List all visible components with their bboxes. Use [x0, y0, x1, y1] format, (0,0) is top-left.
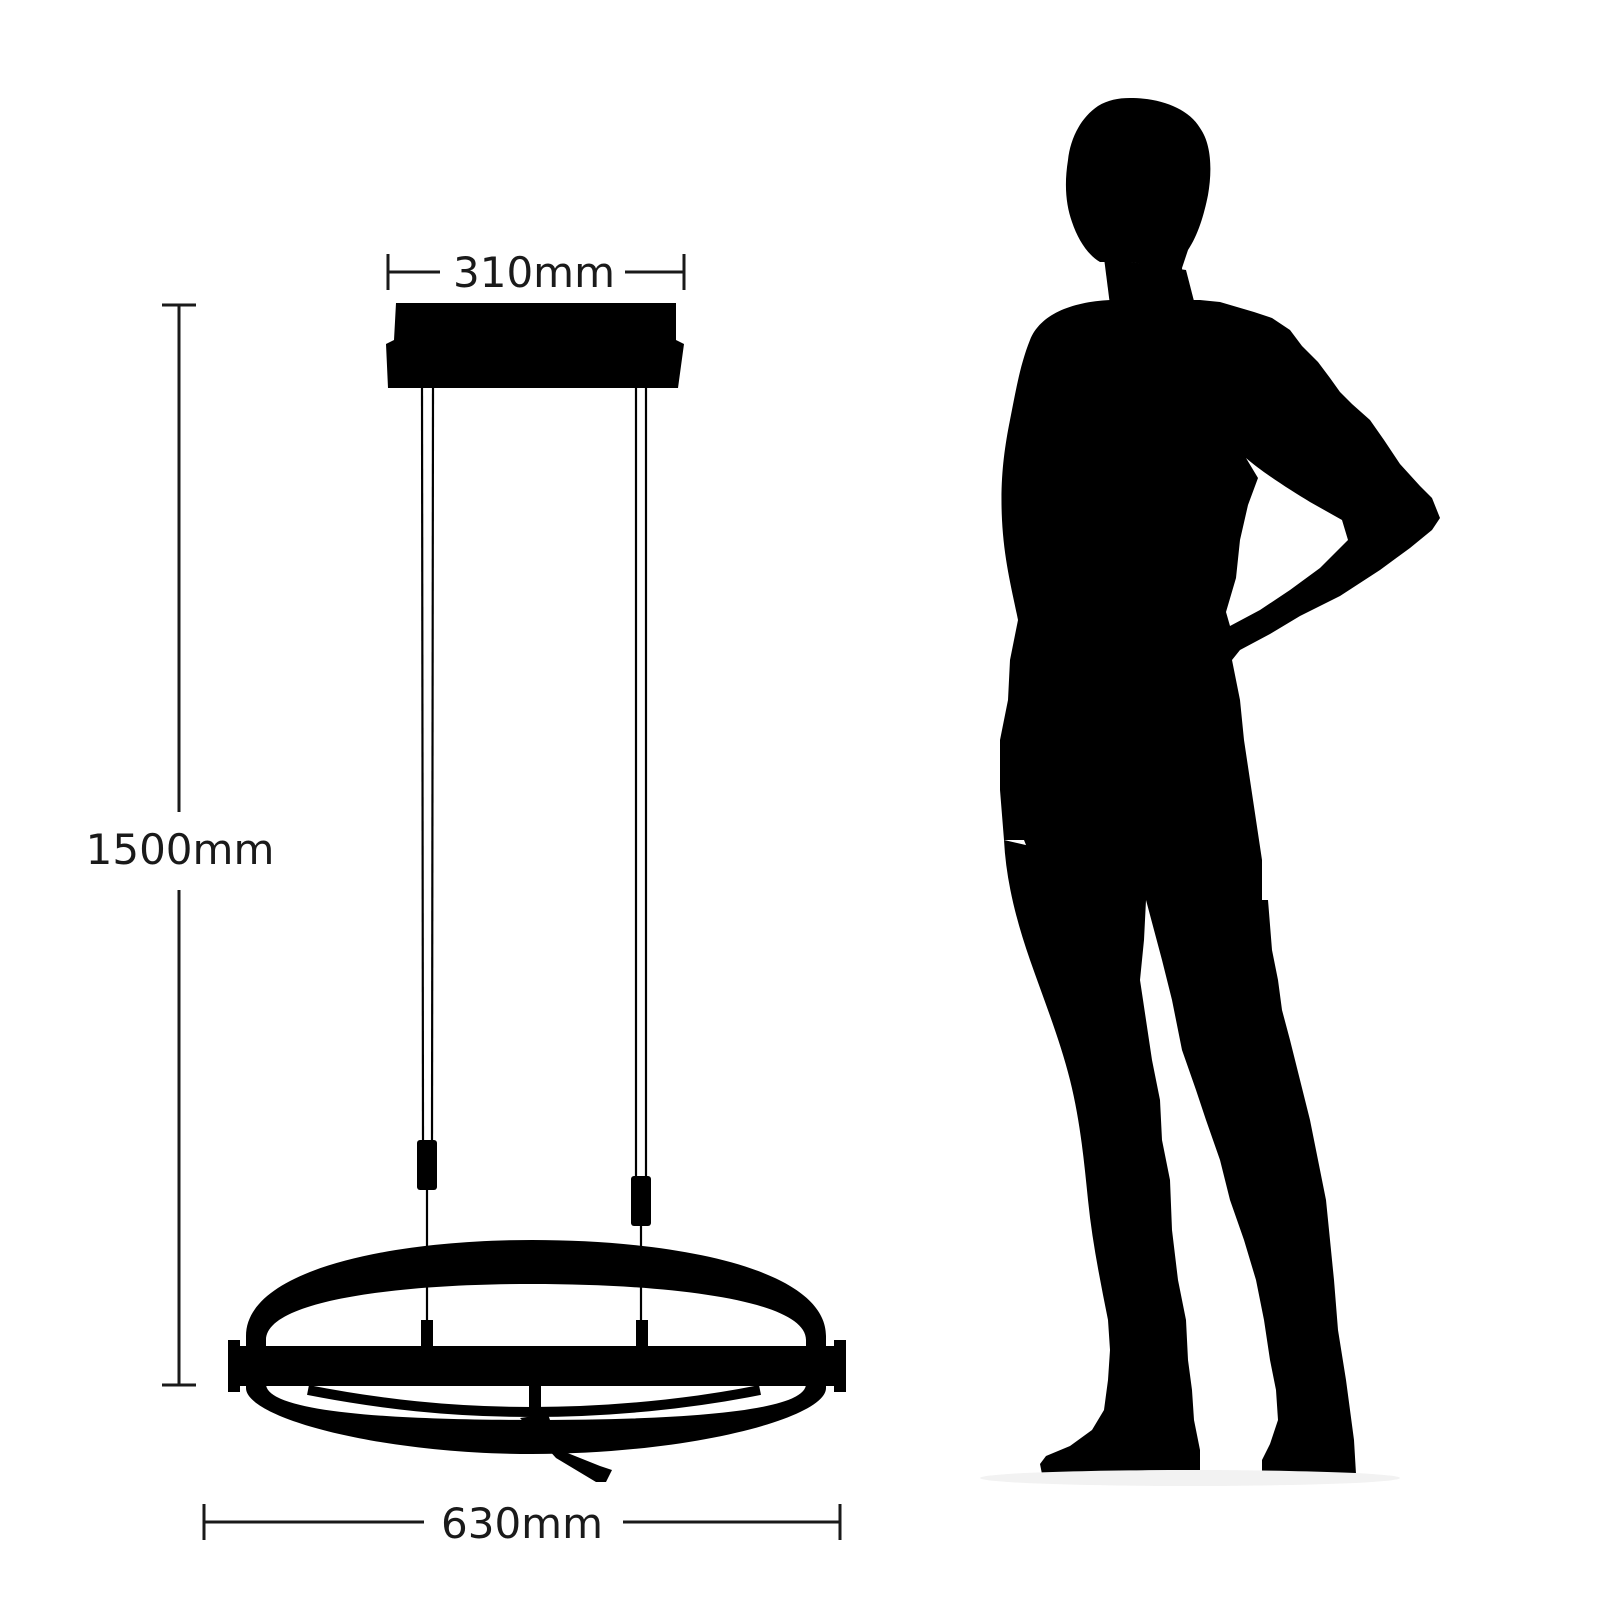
- lamp-crossbar-cap-right: [834, 1340, 846, 1392]
- suspension-cables: [420, 387, 648, 1345]
- ring-diameter-label: 630mm: [441, 1499, 603, 1548]
- ring-diameter-dimension: [202, 1504, 842, 1540]
- lamp-center-knob: [520, 1414, 612, 1482]
- person-neck: [1104, 258, 1195, 305]
- overall-height-label: 1500mm: [86, 825, 275, 874]
- lamp-connector-right: [636, 1320, 648, 1350]
- canopy-width-label: 310mm: [453, 248, 615, 297]
- person-head: [1065, 98, 1211, 292]
- person-legs: [1004, 840, 1356, 1474]
- cable-gripper-right: [631, 1176, 651, 1226]
- height-dimension: [162, 303, 196, 1387]
- lamp-crossbar-cap-left: [228, 1340, 240, 1392]
- canopy: [386, 303, 684, 388]
- cable-gripper-left: [417, 1140, 437, 1190]
- person-floor-shadow: [980, 1470, 1400, 1486]
- person-silhouette-icon: [980, 98, 1440, 1486]
- canopy-width-dimension: [386, 254, 686, 290]
- lamp-crossbar: [228, 1346, 846, 1386]
- person-torso: [1000, 300, 1440, 900]
- lamp-connector-left: [421, 1320, 433, 1350]
- pendant-lamp-icon: [228, 303, 846, 1482]
- lamp-ring: [246, 1240, 826, 1454]
- lamp-center-stem: [529, 1386, 541, 1414]
